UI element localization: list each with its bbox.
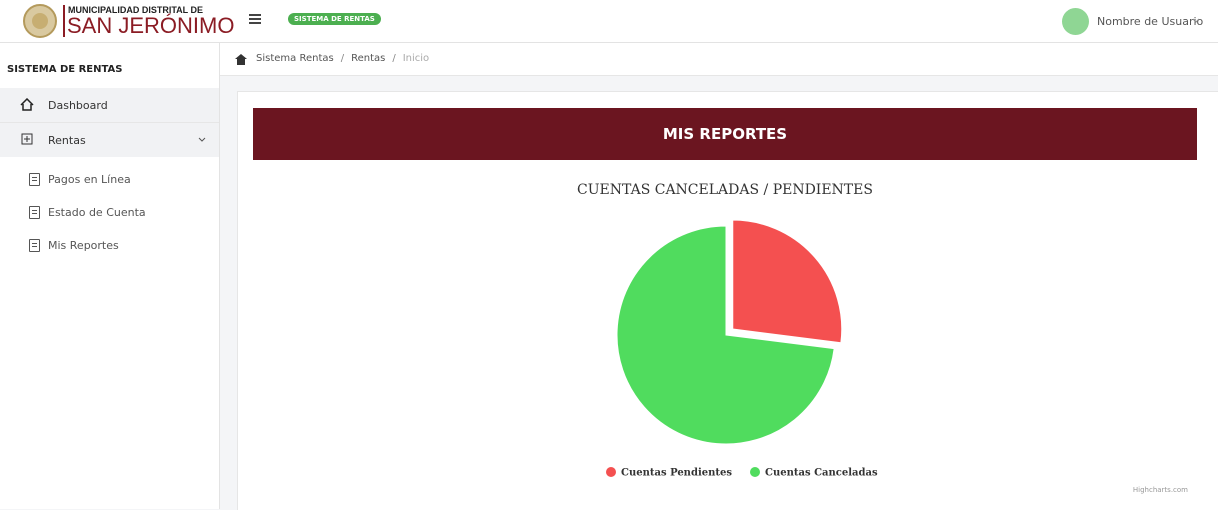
report-banner: MIS REPORTES [253,108,1197,160]
doc-icon [29,206,40,219]
logo-emblem [23,4,57,38]
breadcrumb-bar: Sistema Rentas / Rentas / Inicio [220,43,1218,76]
rentas-icon [21,133,33,145]
sidebar: SISTEMA DE RENTAS Dashboard Rentas Pagos… [0,43,220,509]
breadcrumb-home [235,54,247,65]
user-caret[interactable] [1192,18,1200,24]
user-avatar[interactable] [1062,8,1089,35]
home-icon [20,98,34,111]
breadcrumb-item[interactable]: Rentas [351,53,386,64]
nav-rentas[interactable]: Rentas [0,123,219,157]
breadcrumb-separator: / [392,53,396,64]
nav-caret [198,137,206,142]
breadcrumb-separator: / [340,53,345,64]
logo-line2: SAN JERÓNIMO [67,13,235,38]
user-name[interactable]: Nombre de Usuario [1097,15,1204,28]
nav-dashboard[interactable]: Dashboard [0,88,219,123]
legend-label[interactable]: Cuentas Pendientes [621,468,732,479]
nav-label: Dashboard [48,99,108,112]
header: MUNICIPALIDAD DISTRITAL DE SAN JERÓNIMO … [0,0,1218,43]
legend-swatch [750,467,760,477]
logo-divider [63,5,65,37]
legend-swatch [606,467,616,477]
breadcrumb-item: Inicio [402,53,430,64]
pie-slice [732,219,843,344]
doc-icon [29,239,40,252]
breadcrumb-item[interactable]: Sistema Rentas [256,53,334,64]
pie-slice [616,225,835,445]
nav-subitem[interactable]: Mis Reportes [48,239,119,252]
chart-title: CUENTAS CANCELADAS / PENDIENTES [577,182,873,198]
system-badge: SISTEMA DE RENTAS [288,13,381,25]
legend-label[interactable]: Cuentas Canceladas [765,468,878,479]
nav-subitem[interactable]: Estado de Cuenta [48,206,146,219]
logo-line1: MUNICIPALIDAD DISTRITAL DE [68,5,203,15]
doc-icon [29,173,40,186]
menu-toggle[interactable] [249,14,263,26]
nav-subitem[interactable]: Pagos en Línea [48,173,131,186]
nav-label: Rentas [48,134,86,147]
sidebar-title: SISTEMA DE RENTAS [7,64,123,75]
breadcrumb: Sistema Rentas / Rentas / Inicio [256,53,429,64]
chart-credit: Highcharts.com [1133,486,1188,494]
